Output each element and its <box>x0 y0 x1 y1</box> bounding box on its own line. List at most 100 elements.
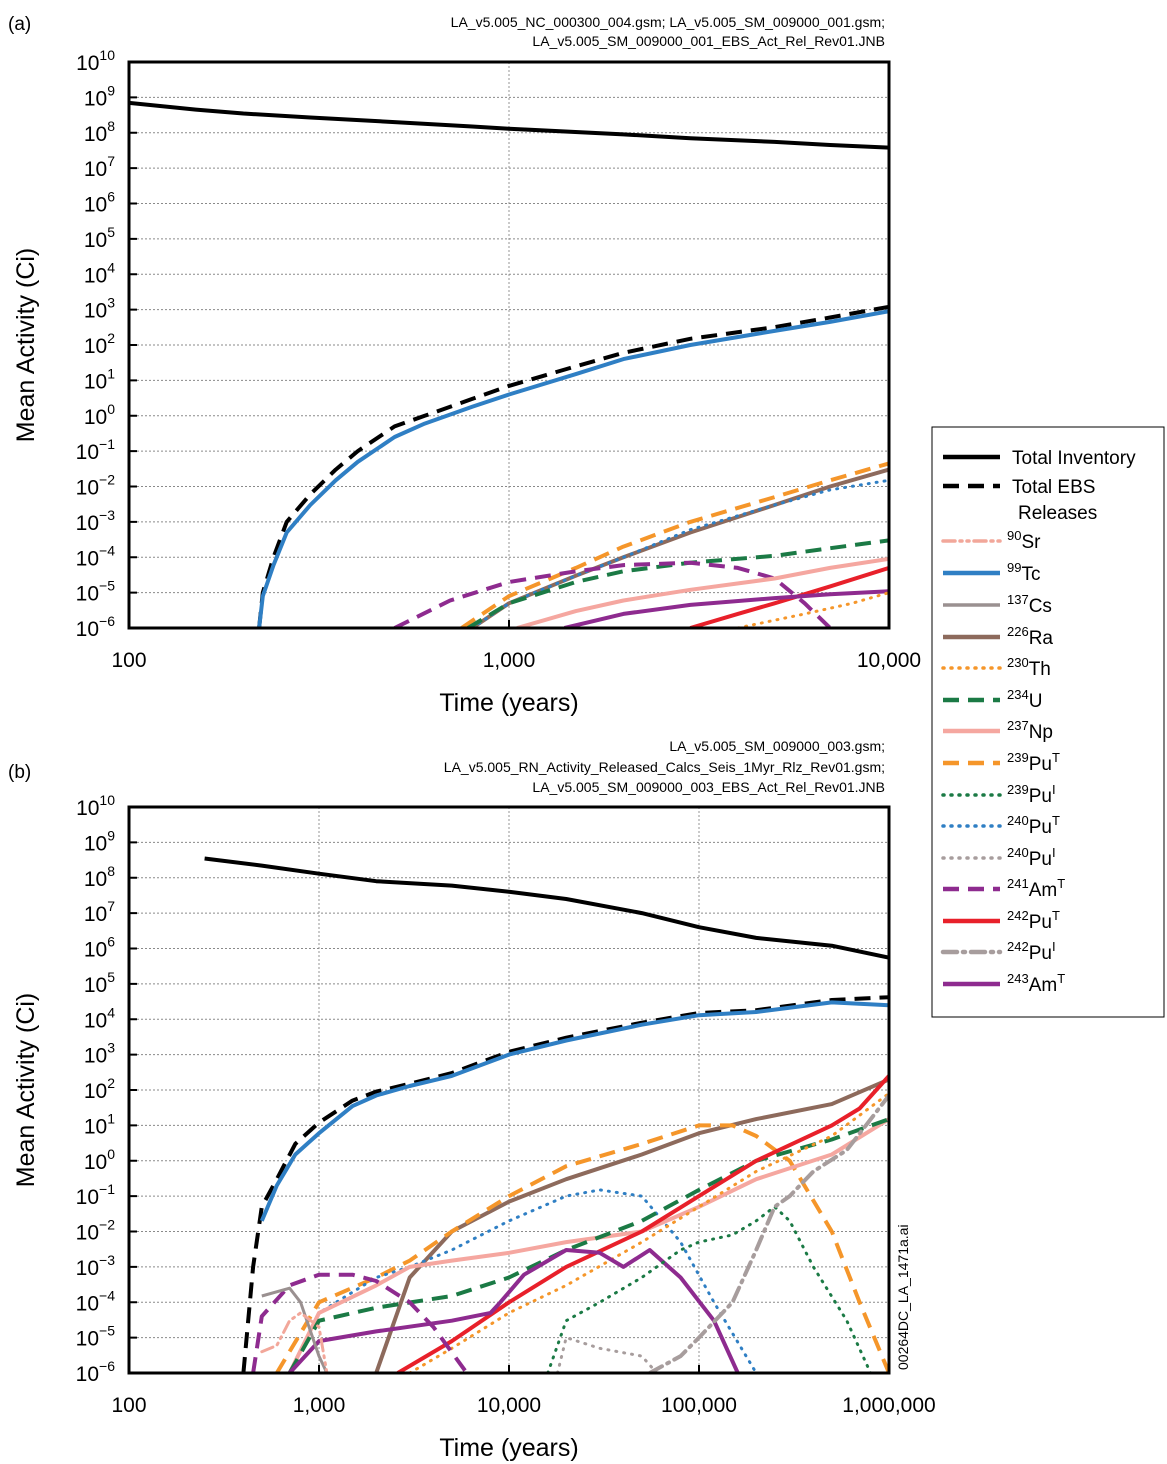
legend: Total Inventory Total EBS Releases 90Sr 99Tc… <box>931 426 1165 1018</box>
panel-b-y-tick-label: 10−6 <box>76 1358 116 1386</box>
legend-box <box>931 426 1165 1018</box>
legend-label: 234U <box>1007 687 1042 712</box>
panel-b-x-ticks: 100 1,000 10,000 100,000 1,000,000 <box>111 1365 936 1417</box>
panel-b-y-tick-label: 10−1 <box>76 1181 116 1209</box>
legend-label: 99Tc <box>1007 560 1040 585</box>
panel-b-series-pu240t <box>288 1188 758 1373</box>
panel-b-series-total-ebs <box>241 995 889 1373</box>
legend-label: 90Sr <box>1007 528 1041 553</box>
legend-entry-pu240i: 240PuI <box>941 845 1056 870</box>
panel-b-series-pu242t <box>396 1074 889 1373</box>
legend-entry-u234: 234U <box>943 687 1042 712</box>
panel-b-y-tick-label: 106 <box>84 934 115 962</box>
panel-a-y-tick-label: 100 <box>84 401 115 429</box>
panel-a-series-th230 <box>736 591 889 628</box>
panel-a-x-tick-label: 100 <box>111 649 146 672</box>
panel-b-source-line-1: LA_v5.005_SM_009000_003.gsm; <box>669 738 885 754</box>
legend-label: 240PuI <box>1007 845 1056 870</box>
legend-entry-am241t: 241AmT <box>943 876 1065 901</box>
legend-label: 137Cs <box>1007 592 1052 617</box>
panel-a-y-tick-label: 1010 <box>76 47 115 75</box>
legend-entry-am243t: 243AmT <box>943 971 1065 996</box>
legend-entry-pu242i: 242PuI <box>940 939 1056 964</box>
panel-a-x-ticks: 100 1,000 10,000 <box>111 620 921 672</box>
legend-label: 239PuT <box>1007 750 1060 775</box>
legend-entry-tc99: 99Tc <box>943 560 1040 585</box>
panel-b-x-axis-title: Time (years) <box>439 1434 578 1462</box>
panel-b-y-tick-label: 107 <box>84 898 115 926</box>
panel-a-grid <box>129 62 889 628</box>
panel-a-y-tick-label: 103 <box>84 295 115 323</box>
panel-b-y-tick-label: 1010 <box>76 792 115 820</box>
panel-b-y-tick-label: 10−3 <box>76 1252 116 1280</box>
panel-b-chart: (b) LA_v5.005_SM_009000_003.gsm; LA_v5.0… <box>8 738 936 1462</box>
panel-a-series-am243t <box>564 589 889 628</box>
panel-a-series-total-ebs <box>257 304 889 628</box>
legend-label: Total Inventory <box>1012 448 1136 469</box>
panel-b-series-sr90 <box>260 1311 329 1373</box>
panel-b-x-tick-label: 10,000 <box>477 1394 541 1417</box>
panel-a-y-tick-label: 10−6 <box>76 613 116 641</box>
legend-label: 237Np <box>1007 718 1053 743</box>
legend-entry-total-inventory: Total Inventory <box>943 448 1136 469</box>
panel-b-x-tick-label: 100,000 <box>661 1394 737 1417</box>
panel-a-series-am241t <box>393 560 832 628</box>
panel-b-source-line-2: LA_v5.005_RN_Activity_Released_Calcs_Sei… <box>444 759 885 775</box>
panel-b-series-am241t <box>251 1272 469 1373</box>
panel-a-y-tick-label: 107 <box>84 153 115 181</box>
legend-entry-cs137: 137Cs <box>943 592 1052 617</box>
panel-a-source-line-1: LA_v5.005_NC_000300_004.gsm; LA_v5.005_S… <box>451 14 885 30</box>
panel-b-x-tick-label: 1,000,000 <box>842 1394 935 1417</box>
panel-b-y-tick-label: 10−2 <box>76 1217 116 1245</box>
panel-b-series-u234 <box>287 1117 889 1373</box>
legend-label: 242PuI <box>1007 939 1056 964</box>
panel-b-series-pu239t <box>275 1123 889 1373</box>
panel-b-y-tick-label: 108 <box>84 863 115 891</box>
panel-a-y-tick-label: 106 <box>84 189 115 217</box>
panel-b-series-am243t <box>288 1248 740 1373</box>
panel-b-y-tick-label: 104 <box>84 1004 115 1032</box>
panel-b-series-total-inventory <box>204 856 889 960</box>
panel-b-y-tick-label: 105 <box>84 969 115 997</box>
panel-a-y-tick-label: 10−1 <box>76 436 116 464</box>
panel-b-y-axis-title: Mean Activity (Ci) <box>12 993 40 1187</box>
panel-b-y-ticks: 10−6 10−5 10−4 10−3 10−2 10−1 100 101 102 103 104 1… <box>76 792 137 1386</box>
panel-a-y-tick-label: 101 <box>84 365 115 393</box>
panel-b-series-cs137 <box>261 1286 329 1373</box>
legend-label: 240PuT <box>1007 813 1060 838</box>
legend-entry-pu239i: 239PuI <box>941 782 1056 807</box>
panel-a-y-axis-title: Mean Activity (Ci) <box>12 248 40 442</box>
panel-a-series-tc99 <box>257 309 889 628</box>
panel-b-series-tc99 <box>259 1000 889 1222</box>
panel-b-y-tick-label: 10−5 <box>76 1323 116 1351</box>
panel-a-series <box>129 100 889 628</box>
legend-label: 242PuT <box>1007 908 1060 933</box>
legend-entry-ra226: 226Ra <box>943 624 1053 649</box>
legend-label: Total EBS <box>1012 477 1095 498</box>
legend-entry-pu239t: 239PuT <box>943 750 1060 775</box>
panel-a-x-tick-label: 10,000 <box>857 649 921 672</box>
legend-entry-total-ebs: Total EBS Releases <box>943 477 1097 524</box>
panel-b-y-tick-label: 10−4 <box>76 1287 116 1315</box>
panel-a-label: (a) <box>8 14 31 35</box>
panel-a-series-u234 <box>466 538 889 628</box>
panel-a-y-tick-label: 104 <box>84 259 115 287</box>
legend-entry-th230: 230Th <box>941 655 1051 680</box>
panel-b-series <box>204 856 889 1373</box>
legend-label: 239PuI <box>1007 782 1056 807</box>
panel-b-y-tick-label: 101 <box>84 1110 115 1138</box>
panel-a-y-tick-label: 105 <box>84 224 115 252</box>
legend-entry-pu240t: 240PuT <box>941 813 1060 838</box>
legend-label: 226Ra <box>1007 624 1053 649</box>
panel-a-y-tick-label: 109 <box>84 82 115 110</box>
panel-b-series-np237 <box>287 1117 889 1373</box>
panel-a-y-tick-label: 102 <box>84 330 115 358</box>
panel-b-y-tick-label: 103 <box>84 1040 115 1068</box>
panel-a-chart: (a) LA_v5.005_NC_000300_004.gsm; LA_v5.0… <box>8 14 921 717</box>
legend-entry-pu242t: 242PuT <box>943 908 1060 933</box>
panel-a-x-axis-title: Time (years) <box>439 689 578 717</box>
legend-label-line-2: Releases <box>1018 503 1097 524</box>
panel-a-y-tick-label: 10−4 <box>76 542 116 570</box>
panel-a-series-total-inventory <box>129 100 889 150</box>
legend-entry-np237: 237Np <box>943 718 1053 743</box>
